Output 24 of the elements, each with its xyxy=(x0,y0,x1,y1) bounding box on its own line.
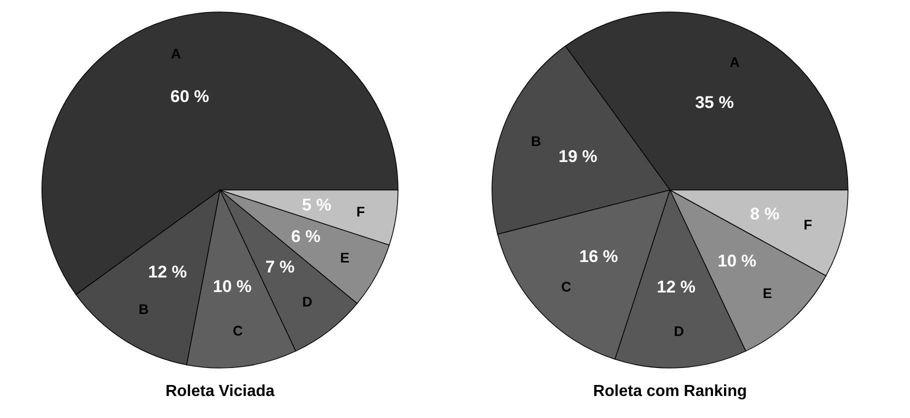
data-label: 60 % xyxy=(170,86,210,106)
text: Roleta Viciada xyxy=(165,383,275,400)
slice-label: C xyxy=(232,322,243,338)
slice-label: B xyxy=(530,132,542,149)
data-label: 10 % xyxy=(718,251,756,270)
slice-label: F xyxy=(804,216,813,232)
data-label: 6 % xyxy=(291,227,320,246)
data-label: 19 % xyxy=(558,146,598,166)
slice-label: F xyxy=(356,203,366,220)
slice-label: D xyxy=(674,323,684,340)
slice-label: D xyxy=(302,294,312,310)
data-label: 12 % xyxy=(656,278,696,297)
text: Roleta com Ranking xyxy=(593,383,747,400)
slice-label: C xyxy=(561,278,572,294)
data-label: 5 % xyxy=(302,195,332,214)
data-label: 35 % xyxy=(695,92,734,112)
data-label: 12 % xyxy=(148,262,187,282)
slice-label: E xyxy=(762,284,772,301)
slice-label: B xyxy=(138,301,149,318)
slice-label: E xyxy=(340,250,350,266)
data-label: 7 % xyxy=(265,257,295,276)
data-label: 16 % xyxy=(579,247,618,266)
data-label: 10 % xyxy=(212,277,252,296)
data-label: 8 % xyxy=(750,204,780,224)
